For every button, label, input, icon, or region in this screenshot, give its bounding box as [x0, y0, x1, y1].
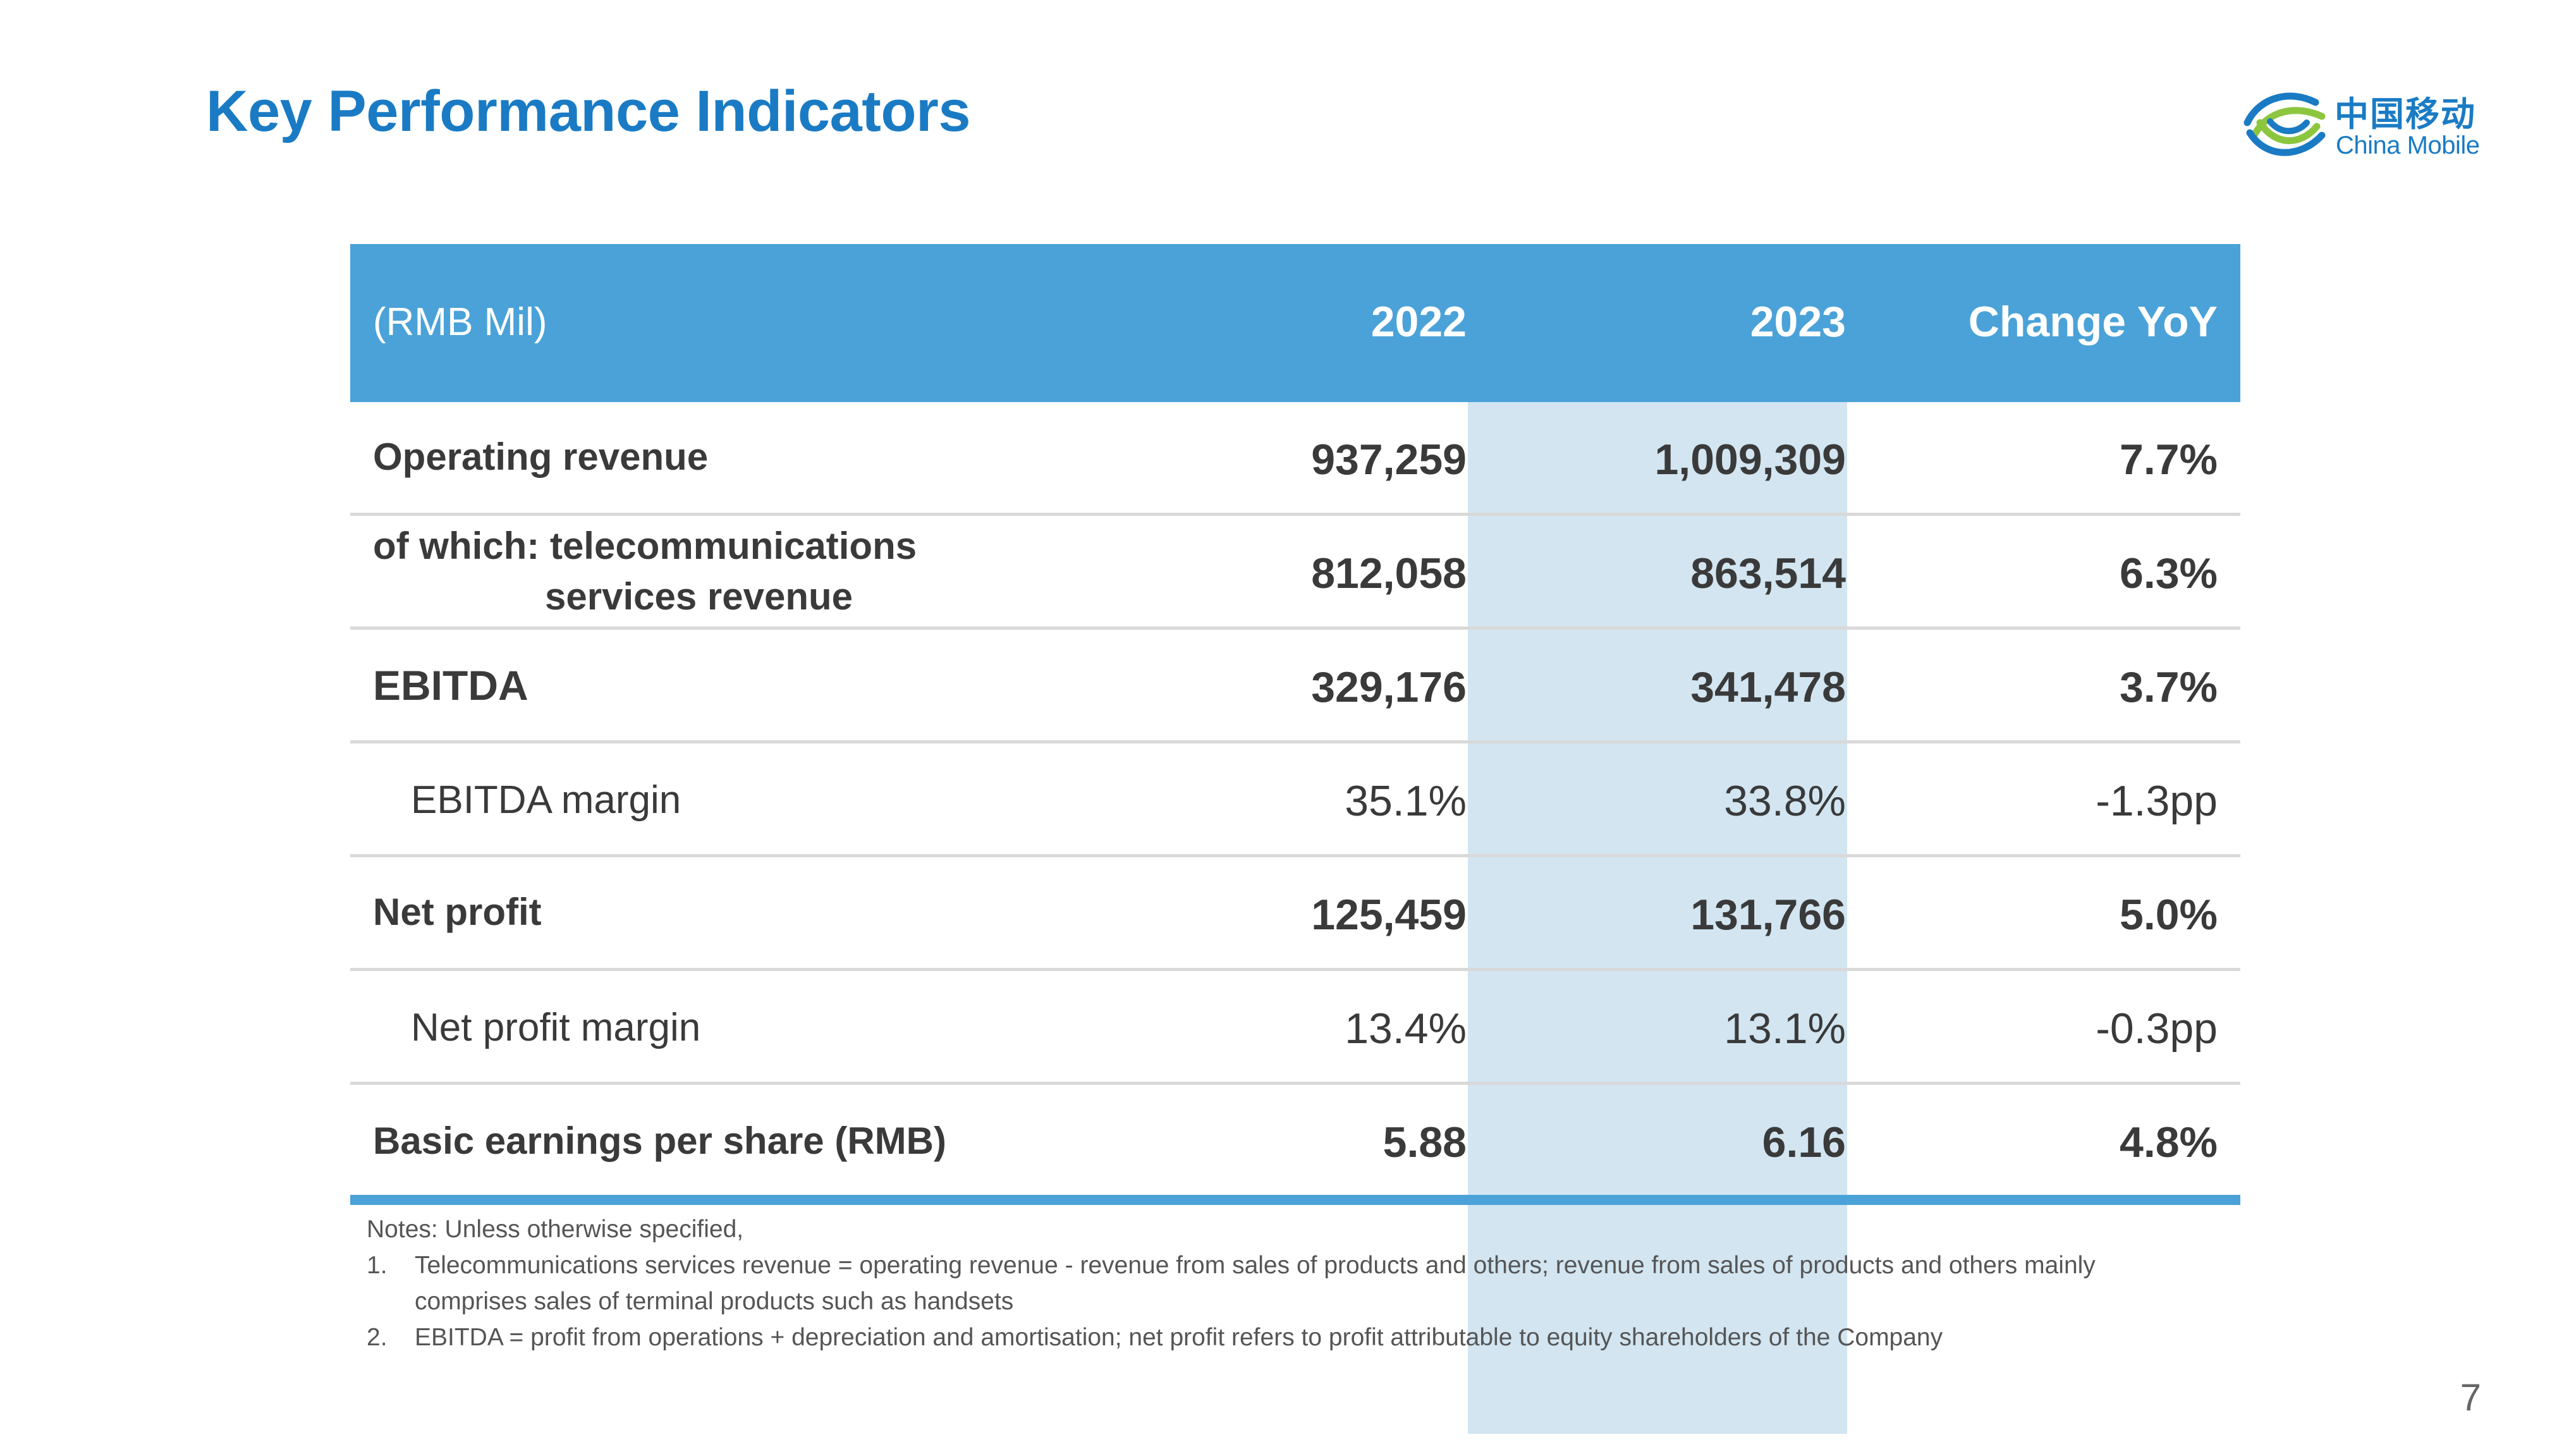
value-change: 6.3% [2120, 549, 2218, 597]
value-2023: 13.1% [1724, 1005, 1846, 1053]
column-2023-highlight [1468, 402, 1847, 1434]
row-label-line1: of which: telecommunications [373, 525, 917, 567]
china-mobile-logo: 中国移动 China Mobile [2241, 81, 2506, 169]
china-mobile-logo-icon [2243, 92, 2326, 156]
header-2023: 2023 [1750, 298, 1846, 346]
value-2023: 33.8% [1724, 777, 1846, 825]
footnotes: Notes: Unless otherwise specified, 1. Te… [367, 1211, 2250, 1355]
note-text-line2: comprises sales of terminal products suc… [415, 1288, 1014, 1315]
header-unit: (RMB Mil) [373, 300, 547, 344]
table-header: (RMB Mil) 2022 2023 Change YoY [350, 244, 2240, 402]
header-2022: 2022 [1370, 298, 1467, 346]
value-2022: 329,176 [1311, 663, 1467, 711]
note-text-line1: EBITDA = profit from operations + deprec… [415, 1324, 1943, 1351]
value-2022: 35.1% [1345, 777, 1467, 825]
note-item-2: 2. EBITDA = profit from operations + dep… [367, 1319, 2250, 1355]
value-2022: 937,259 [1311, 436, 1467, 484]
value-change: 5.0% [2120, 891, 2218, 939]
value-2023: 131,766 [1690, 891, 1846, 939]
row-label-line2: services revenue [545, 575, 853, 618]
table-row-net-profit-margin: Net profit margin 13.4% 13.1% -0.3pp [350, 971, 2240, 1085]
value-2023: 1,009,309 [1654, 436, 1846, 484]
row-label: EBITDA margin [411, 778, 681, 822]
logo-english-text: China Mobile [2336, 131, 2480, 159]
table-row-operating-revenue: Operating revenue 937,259 1,009,309 7.7% [350, 402, 2240, 516]
page-number: 7 [2460, 1376, 2481, 1419]
value-change: 3.7% [2120, 663, 2218, 711]
page-title: Key Performance Indicators [206, 79, 971, 144]
value-2022: 812,058 [1311, 549, 1467, 597]
table-row-ebitda-margin: EBITDA margin 35.1% 33.8% -1.3pp [350, 743, 2240, 857]
value-2022: 5.88 [1383, 1118, 1467, 1166]
value-change: 7.7% [2120, 436, 2218, 484]
value-2022: 125,459 [1311, 891, 1467, 939]
table-row-basic-eps: Basic earnings per share (RMB) 5.88 6.16… [350, 1085, 2240, 1205]
note-item-1: 1. Telecommunications services revenue =… [367, 1247, 2250, 1319]
row-label: Net profit [373, 891, 542, 933]
value-2023: 6.16 [1762, 1118, 1846, 1166]
table-row-net-profit: Net profit 125,459 131,766 5.0% [350, 857, 2240, 971]
notes-intro: Notes: Unless otherwise specified, [367, 1216, 744, 1243]
table-row-ebitda: EBITDA 329,176 341,478 3.7% [350, 630, 2240, 743]
row-label: of which: telecommunications services re… [373, 521, 917, 622]
note-number: 1. [367, 1252, 388, 1279]
value-change: -1.3pp [2096, 777, 2218, 825]
table-row-telecom-services-revenue: of which: telecommunications services re… [350, 516, 2240, 630]
row-label: EBITDA [373, 662, 528, 709]
note-number: 2. [367, 1324, 388, 1351]
value-change: 4.8% [2120, 1118, 2218, 1166]
value-2023: 341,478 [1690, 663, 1846, 711]
logo-chinese-text: 中国移动 [2335, 94, 2476, 134]
value-2023: 863,514 [1690, 549, 1846, 597]
value-2022: 13.4% [1345, 1005, 1467, 1053]
header-change-yoy: Change YoY [1968, 298, 2218, 346]
row-label: Basic earnings per share (RMB) [373, 1120, 946, 1162]
value-change: -0.3pp [2096, 1005, 2218, 1053]
note-text-line1: Telecommunications services revenue = op… [415, 1252, 2096, 1279]
row-label: Net profit margin [411, 1006, 701, 1049]
row-label: Operating revenue [373, 436, 709, 478]
